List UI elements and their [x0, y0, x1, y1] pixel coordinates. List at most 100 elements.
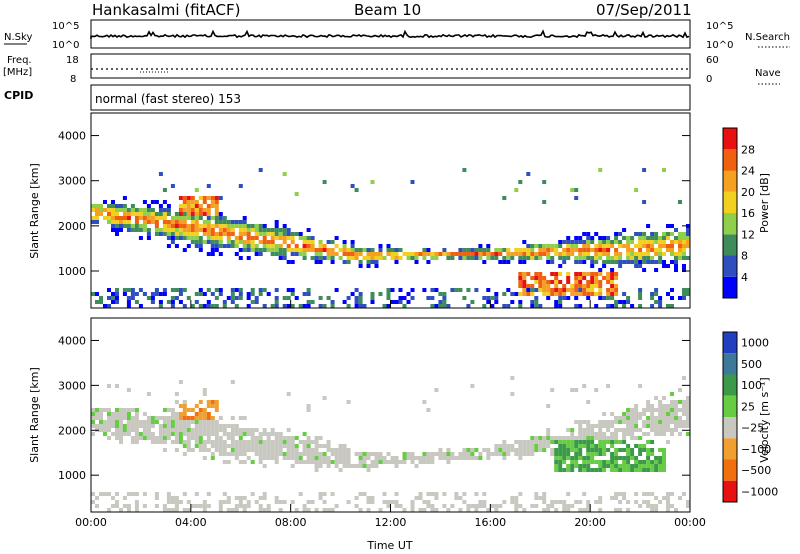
power-cell	[302, 292, 307, 296]
power-cell	[350, 184, 355, 188]
power-cell	[150, 200, 155, 204]
power-cell	[154, 292, 159, 296]
velocity-cell	[546, 440, 551, 444]
velocity-cell	[210, 452, 215, 456]
power-cell	[634, 188, 639, 192]
velocity-cell	[358, 464, 363, 468]
velocity-cell	[242, 432, 247, 436]
velocity-cell	[642, 412, 647, 416]
velocity-cell	[666, 440, 670, 444]
velocity-cell	[346, 456, 351, 460]
freq-right-label: Nave	[755, 68, 781, 79]
power-cell	[474, 288, 479, 292]
velocity-cell	[546, 404, 551, 408]
power-cell	[222, 300, 227, 304]
power-cell	[322, 180, 327, 184]
velocity-cell	[626, 408, 631, 412]
power-cell	[558, 264, 563, 268]
power-cell	[150, 208, 155, 212]
power-cell	[170, 224, 175, 228]
velocity-cell	[666, 508, 670, 512]
velocity-cell	[398, 460, 403, 464]
power-cell	[250, 300, 255, 304]
velocity-cell	[558, 500, 563, 504]
velocity-cell	[666, 420, 670, 424]
power-colorbar-segment	[723, 170, 737, 192]
power-cell	[158, 216, 163, 220]
power-cell	[358, 252, 363, 256]
power-cell	[330, 252, 335, 256]
power-cell	[530, 252, 535, 256]
power-cell	[234, 304, 239, 308]
power-cell	[558, 256, 563, 260]
velocity-cell	[242, 460, 247, 464]
power-cell	[610, 244, 615, 248]
velocity-cell	[214, 420, 219, 424]
power-cell	[610, 268, 615, 272]
power-cell	[606, 256, 611, 260]
power-cell	[602, 240, 607, 244]
velocity-cell	[490, 452, 495, 456]
velocity-cell	[278, 500, 283, 504]
power-cell	[482, 252, 487, 256]
power-cell	[262, 232, 267, 236]
power-cell	[222, 220, 227, 224]
power-cell	[358, 248, 363, 252]
power-cell	[590, 272, 595, 276]
power-cell	[122, 292, 127, 296]
velocity-cell	[270, 448, 275, 452]
velocity-cell	[282, 456, 287, 460]
power-cell	[554, 248, 559, 252]
velocity-cell	[206, 504, 211, 508]
velocity-cell	[122, 504, 127, 508]
power-cell	[586, 288, 591, 292]
velocity-cell	[126, 492, 131, 496]
velocity-cell	[554, 468, 559, 472]
velocity-colorbar-tick-label: −500	[741, 464, 771, 477]
velocity-cell	[478, 456, 483, 460]
velocity-cell	[206, 428, 211, 432]
velocity-cell	[466, 504, 471, 508]
power-cell	[686, 256, 690, 260]
velocity-cell	[618, 416, 623, 420]
velocity-cell	[510, 376, 515, 380]
power-cell	[574, 248, 579, 252]
velocity-cell	[574, 444, 579, 448]
power-cell	[478, 244, 483, 248]
power-cell	[670, 252, 674, 256]
velocity-cell	[578, 468, 583, 472]
velocity-cell	[558, 460, 563, 464]
power-cell	[162, 220, 167, 224]
power-cell	[646, 244, 651, 248]
power-colorbar-segment	[723, 128, 737, 150]
velocity-cell	[286, 456, 291, 460]
power-cell	[398, 256, 403, 260]
power-cell	[566, 272, 571, 276]
power-cell	[254, 232, 259, 236]
power-cell	[682, 240, 686, 244]
velocity-cell	[374, 456, 379, 460]
velocity-cell	[474, 492, 479, 496]
velocity-colorbar-segment	[723, 459, 737, 481]
velocity-cell	[210, 432, 215, 436]
velocity-cell	[182, 424, 187, 428]
power-cell	[302, 256, 307, 260]
velocity-cell	[178, 404, 183, 408]
velocity-cell	[326, 464, 331, 468]
power-cell	[622, 228, 627, 232]
power-cell	[626, 240, 631, 244]
power-cell	[498, 260, 503, 264]
power-cell	[174, 228, 179, 232]
velocity-cell	[246, 456, 251, 460]
velocity-cell	[162, 436, 167, 440]
velocity-cell	[142, 424, 147, 428]
power-cell	[214, 208, 219, 212]
velocity-cell	[502, 440, 507, 444]
power-cell	[222, 232, 227, 236]
power-cell	[310, 244, 315, 248]
power-cell	[534, 288, 539, 292]
power-cell	[254, 244, 259, 248]
power-cell	[214, 304, 219, 308]
velocity-cell	[146, 416, 151, 420]
velocity-cell	[614, 508, 619, 512]
